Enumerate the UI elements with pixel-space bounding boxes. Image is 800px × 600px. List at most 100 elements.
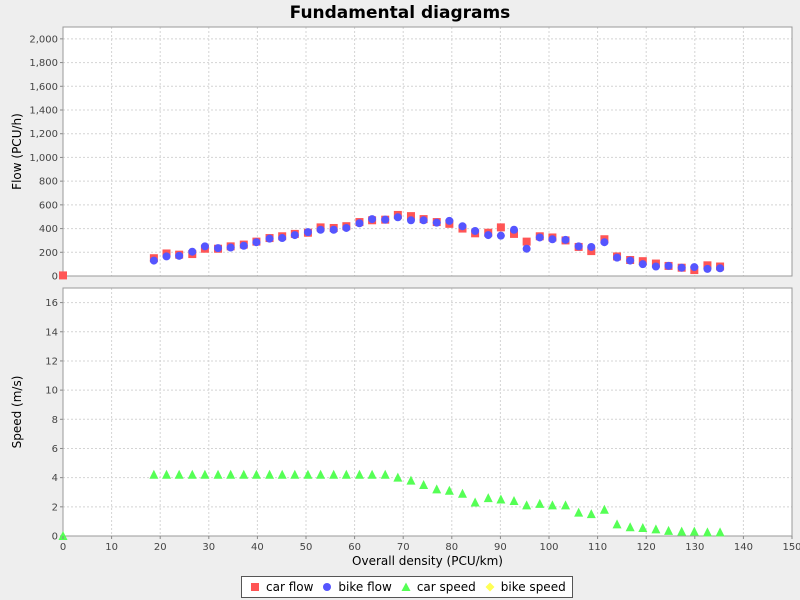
- car-speed-point: [509, 495, 519, 505]
- x-tick-label: 100: [539, 542, 558, 553]
- x-tick-label: 50: [300, 542, 313, 553]
- car-speed-point: [638, 522, 648, 532]
- y-tick-label: 12: [45, 356, 58, 367]
- square-marker-icon: [251, 583, 259, 591]
- y-tick-label: 400: [39, 224, 58, 235]
- bike-flow-point: [626, 256, 635, 265]
- bike-flow-point: [355, 219, 364, 228]
- car-speed-point: [187, 469, 197, 479]
- diamond-marker-icon: [485, 582, 495, 592]
- bike-flow-point: [214, 244, 223, 253]
- bike-flow-point: [368, 215, 377, 224]
- x-tick-label: 130: [685, 542, 704, 553]
- x-tick-label: 120: [637, 542, 656, 553]
- y-tick-label: 1,600: [29, 82, 58, 93]
- bike-flow-point: [690, 263, 699, 272]
- car-speed-point: [522, 500, 532, 510]
- car-speed-point: [303, 469, 313, 479]
- car-flow-point: [406, 212, 415, 221]
- car-speed-point: [702, 527, 712, 537]
- car-speed-point: [367, 469, 377, 479]
- car-speed-point: [251, 469, 261, 479]
- x-tick-label: 0: [60, 542, 66, 553]
- bike-flow-point: [175, 251, 184, 260]
- car-speed-point: [239, 469, 249, 479]
- bike-flow-point: [716, 264, 725, 273]
- car-speed-point: [599, 504, 609, 514]
- car-speed-point: [290, 469, 300, 479]
- bike-flow-point: [381, 215, 390, 224]
- x-tick-label: 30: [202, 542, 215, 553]
- y-tick-label: 1,000: [29, 153, 58, 164]
- car-speed-point: [574, 507, 584, 517]
- y-tick-label: 2,000: [29, 34, 58, 45]
- car-speed-point: [586, 509, 596, 519]
- car-speed-point: [393, 472, 403, 482]
- bike-flow-point: [651, 262, 660, 271]
- car-speed-point: [612, 519, 622, 529]
- x-tick-label: 150: [782, 542, 800, 553]
- car-flow-point: [522, 237, 531, 246]
- car-speed-point: [213, 469, 223, 479]
- car-speed-point: [470, 497, 480, 507]
- car-flow-point: [510, 229, 519, 238]
- y-tick-label: 200: [39, 248, 58, 259]
- x-tick-label: 40: [251, 542, 264, 553]
- plot-border: [62, 26, 793, 277]
- x-tick-label: 110: [588, 542, 607, 553]
- car-speed-point: [496, 494, 506, 504]
- bike-flow-point: [548, 235, 557, 244]
- legend-item-bike-speed: bike speed: [483, 580, 566, 594]
- y-tick-label: 1,800: [29, 58, 58, 69]
- bike-flow-point: [445, 216, 454, 225]
- circle-marker-icon: [323, 583, 332, 591]
- x-tick-label: 10: [105, 542, 118, 553]
- car-speed-point: [329, 469, 339, 479]
- car-speed-point: [625, 522, 635, 532]
- bike-flow-point: [239, 241, 248, 250]
- y-tick-label: 2: [52, 502, 58, 513]
- car-speed-point: [265, 469, 275, 479]
- x-tick-label: 60: [348, 542, 361, 553]
- car-speed-point: [715, 527, 725, 537]
- bike-flow-point: [406, 216, 415, 225]
- car-speed-point: [483, 493, 493, 503]
- legend-label: bike speed: [500, 580, 566, 594]
- bike-flow-point: [252, 238, 261, 247]
- x-tick-label: 70: [397, 542, 410, 553]
- bike-flow-point: [342, 223, 351, 232]
- car-flow-point: [59, 271, 67, 280]
- car-speed-point: [547, 500, 557, 510]
- car-speed-point: [664, 525, 674, 535]
- y-tick-label: 1,200: [29, 129, 58, 140]
- car-speed-point: [162, 469, 172, 479]
- x-axis-label: Overall density (PCU/km): [352, 554, 503, 568]
- bike-flow-point: [613, 253, 622, 262]
- y-tick-label: 600: [39, 200, 58, 211]
- legend-item-car-flow: car flow: [248, 580, 313, 594]
- bike-flow-point: [265, 234, 274, 243]
- plot-area: [63, 288, 792, 536]
- car-speed-point: [341, 469, 351, 479]
- bike-flow-point: [638, 260, 647, 269]
- bike-flow-point: [226, 243, 235, 252]
- legend-item-car-speed: car speed: [399, 580, 476, 594]
- plot-area: [63, 27, 792, 276]
- bike-flow-point: [419, 216, 428, 225]
- y-tick-label: 6: [52, 444, 58, 455]
- y-tick-label: 10: [45, 386, 58, 397]
- y-tick-label: 800: [39, 177, 58, 188]
- car-speed-point: [200, 469, 210, 479]
- chart-title: Fundamental diagrams: [289, 3, 511, 23]
- car-speed-point: [406, 475, 416, 485]
- x-tick-label: 80: [445, 542, 458, 553]
- car-speed-point: [689, 526, 699, 536]
- bike-flow-point: [278, 234, 287, 243]
- bike-flow-point: [587, 242, 596, 251]
- bike-flow-point: [522, 244, 531, 253]
- bike-flow-point: [535, 233, 544, 242]
- y-tick-label: 0: [52, 272, 58, 283]
- x-tick-label: 140: [734, 542, 753, 553]
- bike-flow-point: [458, 222, 467, 231]
- bike-flow-point: [162, 252, 171, 261]
